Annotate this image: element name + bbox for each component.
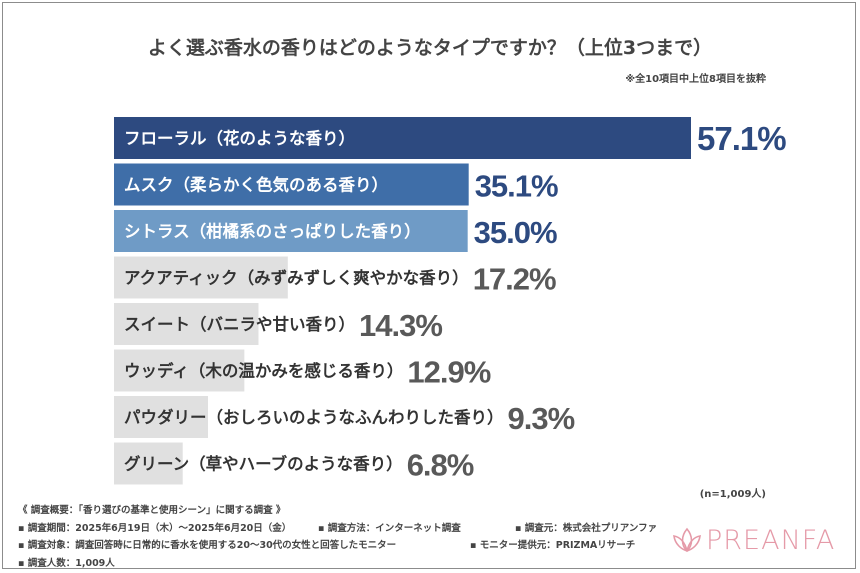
bar-5 <box>114 303 259 345</box>
bar-2 <box>114 163 469 206</box>
bar-label-5: スイート（バニラや甘い香り） <box>124 314 355 334</box>
survey-method: ▪ 調査方法：インターネット調査 <box>318 522 461 534</box>
value-label-1: 57.1% <box>697 120 786 157</box>
value-label-8: 6.8% <box>407 448 474 483</box>
value-label-4: 17.2% <box>473 262 556 297</box>
value-label-2: 35.1% <box>475 169 558 204</box>
bar-label-8: グリーン（草やハーブのような香り） <box>124 454 403 474</box>
sample-size: (n=1,009人) <box>699 489 766 500</box>
chart-title: よく選ぶ香水の香りはどのようなタイプですか？（上位3つまで） <box>147 37 713 59</box>
survey-count: ▪ 調査人数：1,009人 <box>18 557 115 569</box>
survey-overview: 《 調査概要：「香り選びの基準と使用シーン」に関する調査 》 <box>18 505 286 516</box>
value-label-5: 14.3% <box>359 308 442 343</box>
survey-organizer: ▪ 調査元：株式会社プリアンファ <box>515 522 658 534</box>
bar-8 <box>114 442 183 485</box>
bar-1 <box>114 117 691 159</box>
survey-provider: ▪ モニター提供元：PRIZMAリサーチ <box>470 540 636 551</box>
bar-6 <box>114 349 245 392</box>
bar-label-6: ウッディ（木の温かみを感じる香り） <box>124 361 403 381</box>
chart-note: ※全10項目中上位8項目を抜粋 <box>625 74 766 85</box>
bar-7 <box>114 396 208 438</box>
value-label-7: 9.3% <box>508 401 575 436</box>
value-label-3: 35.0% <box>474 215 557 250</box>
bar-label-4: アクアティック（みずみずしく爽やかな香り） <box>124 268 469 288</box>
value-label-6: 12.9% <box>407 355 490 390</box>
survey-target: ▪ 調査対象：調査回答時に日常的に香水を使用する20〜30代の女性と回答したモニ… <box>18 540 397 551</box>
preanfa-logo: PREANFA <box>672 520 835 560</box>
lotus-icon <box>673 527 701 553</box>
bar-label-7: パウダリー（おしろいのようなふんわりした香り） <box>124 407 504 427</box>
bar-3 <box>114 210 468 252</box>
bar-label-2: ムスク（柔らかく色気のある香り） <box>124 175 388 195</box>
bar-4 <box>114 256 288 299</box>
logo-wordmark: PREANFA <box>706 524 836 556</box>
survey-period: ▪ 調査期間：2025年6月19日（木）〜2025年6月20日（金） <box>18 522 292 534</box>
bar-label-1: フローラル（花のような香り） <box>124 128 355 148</box>
bar-label-3: シトラス（柑橘系のさっぱりした香り） <box>124 221 421 241</box>
